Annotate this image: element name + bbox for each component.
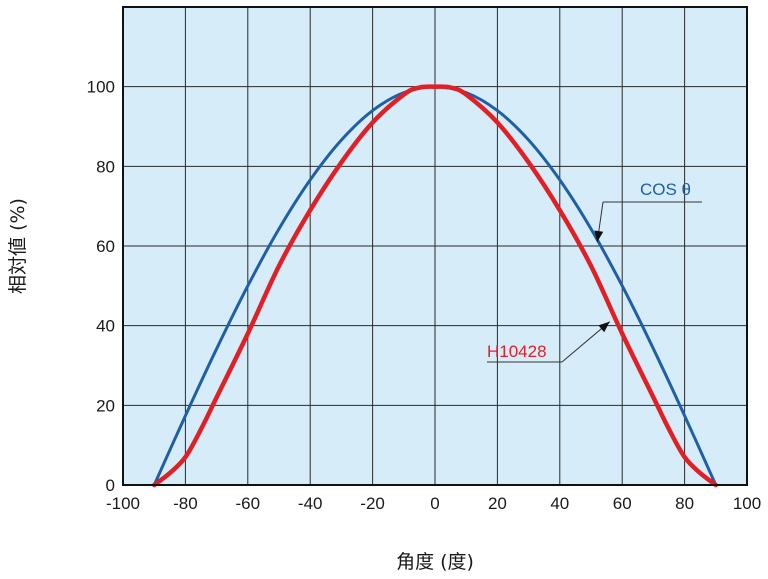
annotation-1: H10428 bbox=[487, 321, 611, 363]
y-axis-label: 相対値 (%) bbox=[7, 198, 29, 294]
x-tick-label: -60 bbox=[236, 494, 261, 513]
y-tick-label: 100 bbox=[87, 78, 115, 97]
x-tick-label: 40 bbox=[550, 494, 569, 513]
y-tick-label: 80 bbox=[96, 157, 115, 176]
y-tick-label: 20 bbox=[96, 396, 115, 415]
annotation-0: COS θ bbox=[594, 180, 702, 243]
series-lines bbox=[151, 84, 719, 488]
plot-frame bbox=[122, 6, 748, 486]
x-tick-label: 60 bbox=[613, 494, 632, 513]
x-tick-label: -40 bbox=[298, 494, 323, 513]
tick-labels: -100 -80 -60 -40 -20 0 20 40 60 80 100 0 20 40 60 80 100 bbox=[87, 78, 762, 513]
y-tick-label: 40 bbox=[96, 317, 115, 336]
x-tick-label: -100 bbox=[106, 494, 140, 513]
annotation-label: H10428 bbox=[487, 342, 547, 361]
annotation-label: COS θ bbox=[640, 180, 691, 199]
series-line-1 bbox=[151, 84, 719, 488]
x-axis-label: 角度 (度) bbox=[396, 551, 474, 573]
x-tick-label: 100 bbox=[733, 494, 761, 513]
annotation-arrowhead bbox=[594, 230, 604, 243]
x-tick-label: 0 bbox=[430, 494, 439, 513]
x-tick-label: 80 bbox=[675, 494, 694, 513]
annotation-arrowhead bbox=[598, 321, 610, 333]
x-tick-label: -20 bbox=[360, 494, 385, 513]
x-tick-label: 20 bbox=[488, 494, 507, 513]
x-tick-label: -80 bbox=[173, 494, 198, 513]
y-tick-label: 0 bbox=[106, 476, 115, 495]
annotations: COS θ H10428 bbox=[487, 180, 702, 363]
y-tick-label: 60 bbox=[96, 237, 115, 256]
